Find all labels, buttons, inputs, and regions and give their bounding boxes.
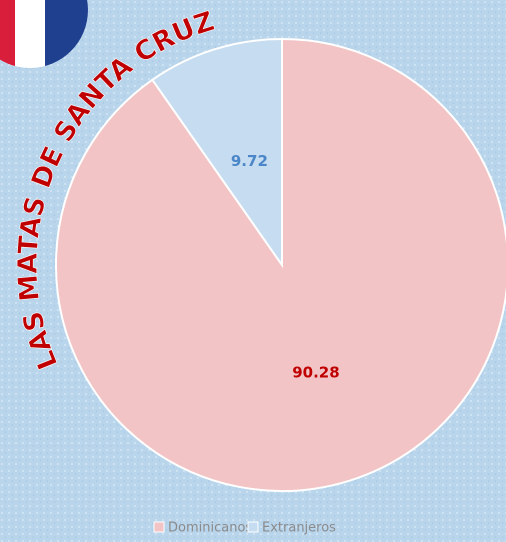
pie: 90.28 9.72	[55, 37, 506, 492]
data-label: 9.72	[231, 152, 268, 170]
legend: Dominicanos Extranjeros	[153, 521, 336, 536]
pie-slice	[151, 37, 283, 269]
data-label: 90.28	[292, 363, 339, 381]
legend-label: Dominicanos	[168, 521, 252, 536]
legend-swatch	[247, 521, 259, 533]
legend-label: Extranjeros	[262, 521, 336, 536]
flag-icon	[0, 0, 88, 68]
legend-swatch	[153, 521, 165, 533]
